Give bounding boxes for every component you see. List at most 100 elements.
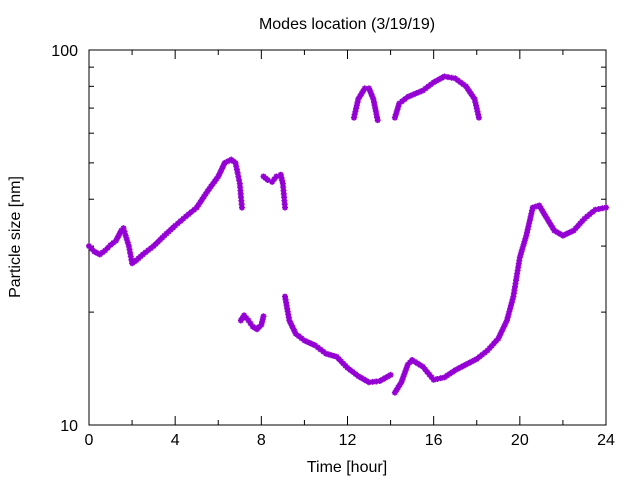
data-point	[102, 247, 109, 254]
data-point	[514, 270, 521, 277]
data-point	[527, 213, 534, 220]
data-point	[241, 312, 248, 319]
data-point	[366, 379, 373, 386]
data-point	[473, 105, 480, 112]
data-point	[361, 85, 368, 92]
data-point	[537, 205, 544, 212]
data-point	[238, 201, 245, 208]
data-point	[374, 117, 381, 124]
data-point	[243, 314, 250, 321]
data-point	[280, 190, 287, 197]
data-point	[351, 111, 358, 118]
data-point	[399, 376, 406, 383]
data-point	[384, 373, 391, 380]
data-point	[338, 358, 345, 365]
data-point	[436, 76, 443, 83]
data-point	[589, 208, 596, 215]
data-point	[541, 210, 548, 217]
data-point	[292, 330, 299, 337]
data-point	[536, 202, 543, 209]
data-point	[145, 247, 152, 254]
data-point	[150, 243, 157, 250]
data-points	[86, 73, 609, 396]
data-point	[592, 206, 599, 213]
data-point	[200, 193, 207, 200]
axis-ticks: 0 4 8 12 16 20 24 10 100	[51, 43, 615, 449]
data-point	[236, 177, 243, 184]
data-point	[374, 114, 381, 121]
data-point	[314, 344, 321, 351]
data-point	[127, 253, 134, 260]
data-point	[281, 197, 288, 204]
data-point	[356, 93, 363, 100]
data-point	[495, 335, 502, 342]
data-point	[199, 196, 206, 203]
data-point	[281, 201, 288, 208]
data-point	[124, 239, 131, 246]
data-point	[434, 375, 441, 382]
data-point	[174, 220, 181, 227]
data-point	[233, 163, 240, 170]
data-point	[279, 180, 286, 187]
data-point	[493, 337, 500, 344]
data-point	[410, 91, 417, 98]
data-point	[414, 360, 421, 367]
data-point	[220, 162, 227, 169]
data-point	[118, 227, 125, 234]
data-point	[91, 248, 98, 255]
data-point	[126, 246, 133, 253]
data-point	[474, 108, 481, 115]
data-point	[172, 222, 179, 229]
data-point	[208, 183, 215, 190]
data-point	[393, 109, 400, 115]
data-point	[96, 251, 103, 258]
data-point	[471, 357, 478, 364]
data-point	[570, 227, 577, 234]
data-point	[546, 219, 553, 226]
data-point	[114, 235, 121, 242]
data-point	[509, 296, 516, 303]
data-point	[586, 211, 593, 218]
data-point	[437, 375, 444, 382]
data-point	[454, 77, 461, 84]
data-point	[342, 362, 349, 369]
data-point	[490, 340, 497, 347]
data-point	[371, 102, 378, 109]
data-point	[427, 81, 434, 88]
data-point	[301, 337, 308, 344]
data-point	[191, 206, 198, 213]
data-point	[335, 356, 342, 363]
data-point	[499, 326, 506, 333]
data-point	[204, 188, 211, 195]
data-point	[403, 364, 410, 371]
data-point	[86, 243, 92, 250]
data-point	[360, 376, 367, 383]
data-point	[498, 329, 505, 336]
data-point	[479, 351, 486, 358]
y-axis-label: Particle size [nm]	[7, 176, 24, 298]
data-point	[565, 230, 572, 237]
data-point	[197, 199, 204, 206]
data-point	[273, 173, 280, 180]
data-point	[269, 178, 276, 185]
data-point	[232, 159, 239, 166]
data-point	[349, 369, 356, 376]
y-tick-label: 10	[60, 418, 78, 435]
data-point	[419, 87, 426, 94]
data-point	[295, 333, 302, 340]
data-point	[466, 88, 473, 95]
data-point	[372, 105, 379, 112]
data-point	[177, 218, 184, 225]
data-point	[524, 226, 531, 233]
data-point	[472, 99, 479, 106]
data-point	[441, 374, 448, 381]
data-point	[595, 206, 602, 213]
data-point	[188, 208, 195, 215]
data-point	[376, 378, 383, 385]
data-point	[195, 201, 202, 208]
data-point	[514, 267, 521, 274]
data-point	[391, 389, 398, 396]
data-point	[428, 374, 435, 381]
data-point	[452, 75, 459, 82]
data-point	[206, 185, 213, 192]
